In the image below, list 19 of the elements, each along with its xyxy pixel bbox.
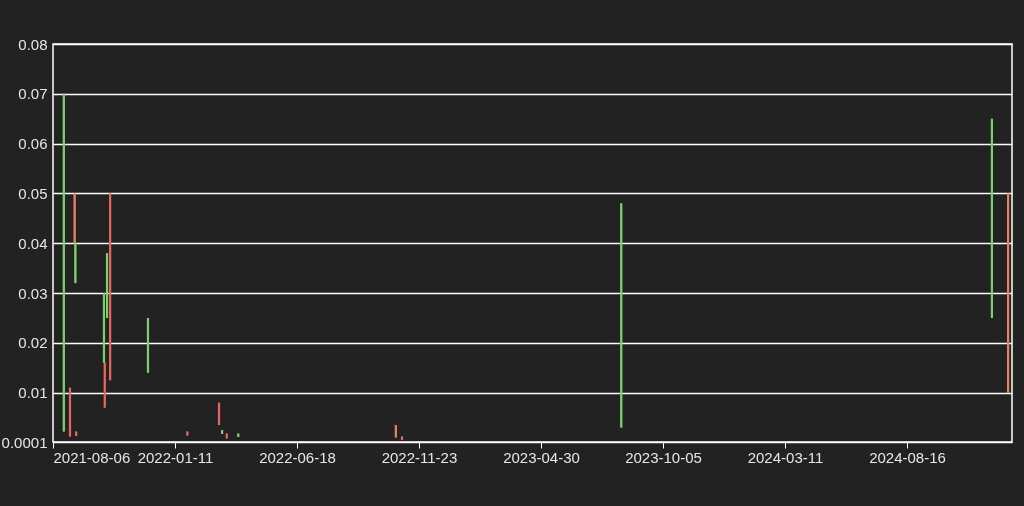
x-tick-label: 2022-01-11 — [137, 448, 214, 466]
y-tick-label: 0.06 — [18, 135, 48, 153]
x-tick-label: 2023-10-05 — [625, 448, 702, 466]
x-tick-label: 2022-11-23 — [381, 448, 458, 466]
x-tick-label: 2024-08-16 — [869, 448, 946, 466]
y-tick-label: 0.0001 — [1, 433, 48, 451]
y-tick-label: 0.01 — [18, 384, 48, 402]
y-tick-label: 0.03 — [18, 284, 48, 302]
y-tick-label: 0.07 — [18, 85, 48, 103]
y-tick-label: 0.05 — [18, 184, 48, 202]
x-tick-label: 2023-04-30 — [503, 448, 580, 466]
candlestick — [620, 202, 623, 429]
x-tick-label: 2024-03-11 — [747, 448, 824, 466]
y-tick-label: 0.02 — [18, 334, 48, 352]
y-tick-label: 0.08 — [18, 35, 48, 53]
y-tick-label: 0.04 — [18, 234, 48, 252]
x-tick-label: 2021-08-06 — [53, 448, 131, 466]
x-tick-label: 2022-06-18 — [259, 448, 336, 466]
candlestick — [73, 192, 76, 244]
